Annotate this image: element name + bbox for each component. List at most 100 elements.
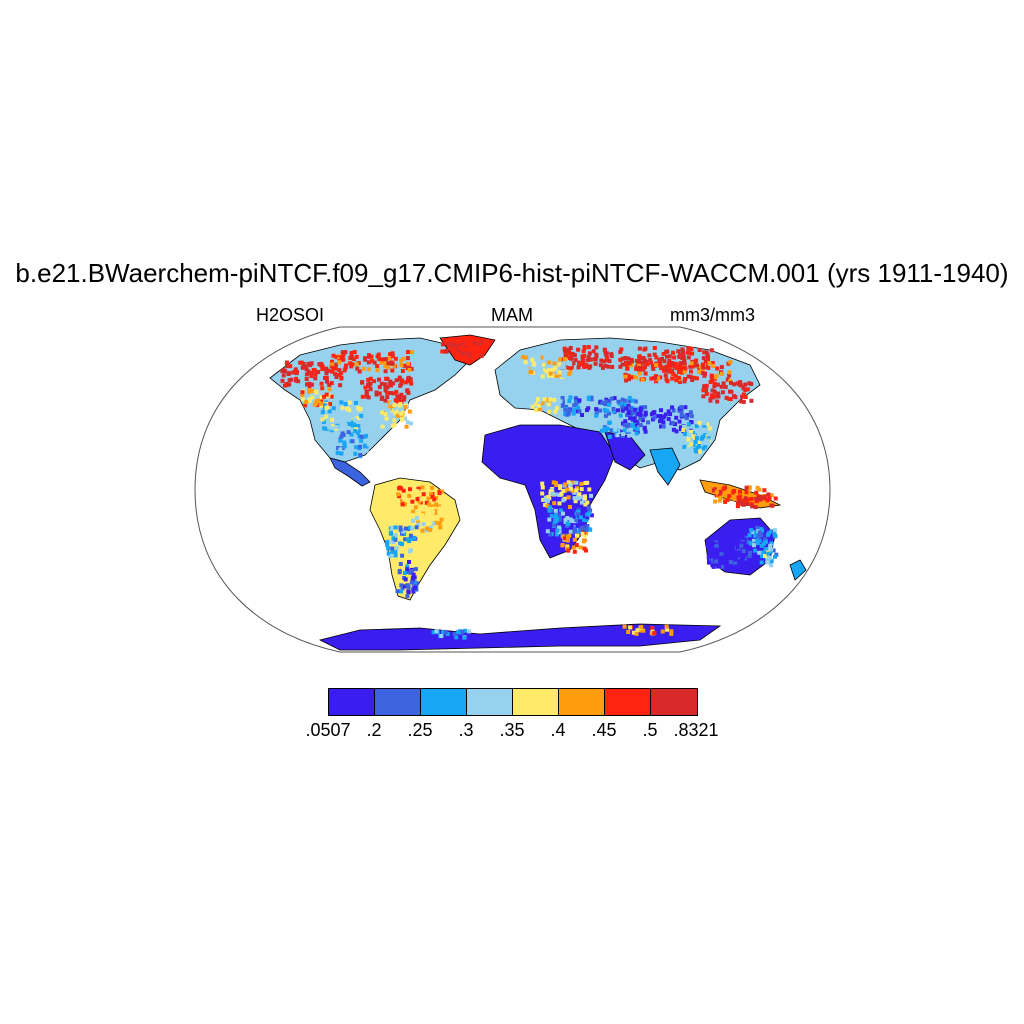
field-cell	[560, 403, 565, 408]
field-cell	[336, 446, 341, 450]
field-cell	[752, 543, 756, 548]
field-cell	[441, 342, 445, 347]
field-cell	[350, 412, 355, 417]
field-cell	[389, 553, 394, 558]
field-cell	[604, 399, 609, 404]
field-cell	[579, 481, 584, 486]
field-cell	[383, 364, 388, 369]
field-cell	[307, 388, 312, 392]
field-cell	[753, 548, 758, 553]
field-cell	[701, 356, 706, 361]
field-cell	[637, 356, 642, 361]
field-cell	[765, 498, 770, 503]
field-cell	[616, 399, 621, 404]
field-cell	[620, 408, 625, 413]
field-cell	[715, 382, 720, 387]
field-cell	[749, 502, 754, 507]
field-cell	[383, 412, 388, 417]
field-cell	[719, 536, 724, 541]
field-cell	[415, 520, 420, 525]
field-cell	[669, 631, 674, 636]
field-cell	[540, 374, 545, 379]
field-cell	[352, 357, 357, 362]
field-cell	[582, 365, 587, 369]
field-cell	[523, 360, 528, 365]
field-cell	[313, 376, 318, 381]
field-cell	[682, 358, 687, 363]
field-cell	[749, 496, 754, 501]
field-cell	[398, 394, 403, 399]
field-cell	[728, 560, 733, 565]
field-cell	[431, 630, 436, 635]
field-cell	[343, 453, 348, 458]
field-cell	[730, 537, 735, 542]
field-cell	[446, 342, 451, 347]
field-cell	[406, 379, 410, 384]
field-cell	[586, 345, 591, 350]
field-cell	[300, 365, 305, 370]
field-cell	[578, 545, 583, 550]
field-cell	[706, 558, 711, 563]
field-cell	[682, 361, 687, 366]
field-cell	[399, 392, 404, 397]
field-cell	[627, 361, 632, 366]
field-cell	[680, 349, 685, 353]
field-cell	[638, 414, 643, 419]
colorbar-label-5: .4	[550, 720, 566, 740]
field-cell	[735, 504, 740, 509]
field-cell	[531, 366, 536, 371]
field-cell	[624, 362, 629, 367]
field-cell	[587, 487, 592, 492]
colorbar-box-7	[651, 689, 697, 715]
field-cell	[676, 349, 681, 354]
field-cell	[674, 378, 679, 383]
field-cell	[670, 405, 675, 410]
field-cell	[774, 552, 779, 557]
field-cell	[346, 415, 351, 419]
field-cell	[582, 346, 587, 351]
field-cell	[405, 356, 410, 361]
field-cell	[330, 417, 335, 422]
field-cell	[609, 352, 614, 357]
field-cell	[769, 541, 774, 546]
field-cell	[561, 364, 566, 369]
field-cell	[645, 362, 650, 367]
field-cell	[439, 512, 444, 517]
field-cell	[732, 394, 736, 399]
field-cell	[563, 533, 567, 538]
field-cell	[700, 362, 705, 367]
field-cell	[396, 492, 401, 497]
field-cell	[343, 350, 348, 355]
field-cell	[293, 367, 298, 372]
field-cell	[654, 355, 659, 360]
field-cell	[725, 498, 730, 502]
field-cell	[402, 502, 407, 507]
field-cell	[342, 444, 347, 449]
field-cell	[382, 359, 387, 364]
field-cell	[607, 411, 611, 416]
field-cell	[327, 387, 332, 392]
field-cell	[760, 554, 765, 559]
field-cell	[568, 362, 573, 367]
field-cell	[403, 380, 408, 385]
field-cell	[624, 378, 629, 383]
field-cell	[320, 367, 325, 371]
field-cell	[748, 550, 753, 555]
field-cell	[634, 375, 639, 380]
field-cell	[706, 436, 711, 441]
field-cell	[715, 564, 720, 569]
field-cell	[565, 487, 570, 492]
field-cell	[704, 350, 709, 355]
field-cell	[668, 369, 673, 374]
field-cell	[588, 357, 593, 362]
field-cell	[579, 500, 584, 505]
field-cell	[650, 364, 655, 369]
field-cell	[329, 394, 334, 399]
field-cell	[320, 364, 325, 369]
field-cell	[634, 631, 639, 636]
field-cell	[674, 415, 679, 420]
field-cell	[712, 384, 717, 389]
field-cell	[667, 359, 672, 363]
field-cell	[718, 495, 723, 500]
field-cell	[638, 406, 643, 411]
